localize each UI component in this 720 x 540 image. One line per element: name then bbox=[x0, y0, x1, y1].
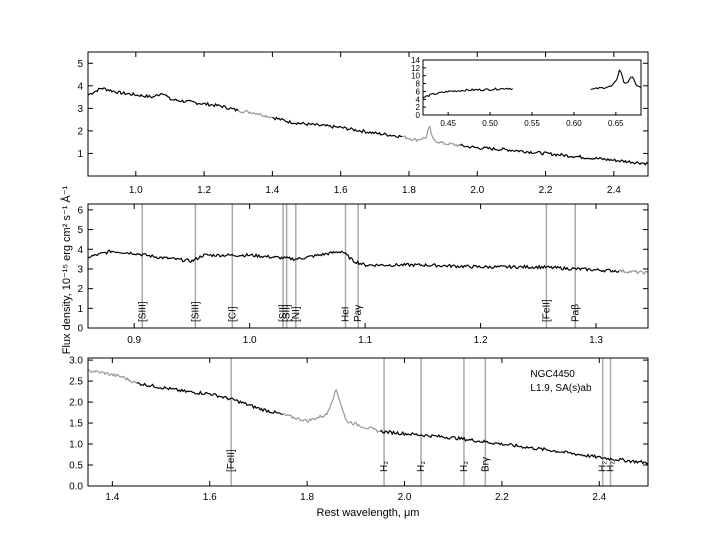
y-tick-label: 0.5 bbox=[69, 461, 83, 472]
spectrum-series bbox=[282, 388, 381, 434]
inset-x-tick-label: 0.45 bbox=[440, 119, 456, 128]
x-tick-label: 1.8 bbox=[402, 185, 416, 196]
x-axis-label: Rest wavelength, μm bbox=[317, 507, 420, 519]
inset-y-tick-label: 14 bbox=[411, 56, 420, 65]
line-label: Brγ bbox=[480, 457, 491, 472]
spectrum-series bbox=[87, 249, 620, 273]
spectrum-series bbox=[459, 143, 649, 166]
inset-y-tick-label: 10 bbox=[411, 72, 420, 81]
y-tick-label: 4 bbox=[77, 245, 83, 256]
line-label: H₂ bbox=[459, 461, 470, 472]
line-label: [CI] bbox=[227, 306, 238, 322]
y-tick-label: 1 bbox=[77, 304, 83, 315]
spectrum-series bbox=[379, 429, 649, 465]
line-label: H₂ bbox=[416, 461, 427, 472]
inset-y-tick-label: 2 bbox=[416, 103, 421, 112]
x-tick-label: 1.2 bbox=[474, 335, 488, 346]
inset-x-tick-label: 0.60 bbox=[566, 119, 582, 128]
inset-series bbox=[590, 69, 642, 91]
spectrum-series bbox=[402, 125, 461, 148]
x-tick-label: 1.0 bbox=[129, 185, 143, 196]
spectrum-series bbox=[136, 382, 284, 416]
x-tick-label: 2.0 bbox=[470, 185, 484, 196]
x-tick-label: 1.6 bbox=[334, 185, 348, 196]
y-tick-label: 4 bbox=[77, 81, 83, 92]
y-tick-label: 3 bbox=[77, 264, 83, 275]
inset-x-tick-label: 0.65 bbox=[608, 119, 624, 128]
inset-x-tick-label: 0.50 bbox=[482, 119, 498, 128]
line-label: H₂ bbox=[606, 461, 617, 472]
x-tick-label: 1.6 bbox=[203, 492, 217, 503]
inset-y-tick-label: 4 bbox=[416, 95, 421, 104]
annotation-label: NGC4450 bbox=[530, 369, 575, 380]
x-tick-label: 2.2 bbox=[539, 185, 553, 196]
y-tick-label: 2.0 bbox=[69, 398, 83, 409]
y-tick-label: 0.0 bbox=[69, 482, 83, 493]
annotation-label: L1.9, SA(s)ab bbox=[530, 383, 592, 394]
x-tick-label: 1.2 bbox=[197, 185, 211, 196]
x-tick-label: 2.2 bbox=[495, 492, 509, 503]
line-label: [SII] bbox=[278, 304, 289, 322]
line-label: H₂ bbox=[379, 461, 390, 472]
y-tick-label: 1.0 bbox=[69, 440, 83, 451]
line-label: H₂ bbox=[598, 461, 609, 472]
x-tick-label: 1.4 bbox=[105, 492, 119, 503]
line-label: [SII] bbox=[282, 304, 293, 322]
line-label: [NI] bbox=[291, 306, 302, 322]
y-axis-label: Flux density, 10⁻¹⁵ erg cm² s⁻¹ Å⁻¹ bbox=[60, 185, 73, 354]
inset-series bbox=[422, 87, 513, 99]
line-label: Paβ bbox=[570, 304, 581, 322]
y-tick-label: 2 bbox=[77, 126, 83, 137]
inset-x-tick-label: 0.55 bbox=[524, 119, 540, 128]
y-tick-label: 1.5 bbox=[69, 419, 83, 430]
y-tick-label: 2.5 bbox=[69, 377, 83, 388]
plot-frame bbox=[87, 203, 649, 329]
x-tick-label: 0.9 bbox=[127, 335, 141, 346]
inset-y-tick-label: 12 bbox=[411, 64, 420, 73]
spectrum-series bbox=[87, 369, 138, 384]
y-tick-label: 6 bbox=[77, 205, 83, 216]
spectrum-series bbox=[618, 268, 649, 276]
spectrum-series bbox=[237, 109, 273, 119]
plot-frame bbox=[87, 51, 649, 177]
y-tick-label: 0 bbox=[77, 324, 83, 335]
x-tick-label: 2.0 bbox=[398, 492, 412, 503]
y-tick-label: 2 bbox=[77, 284, 83, 295]
spectrum-series bbox=[87, 87, 239, 112]
panel-middle: [SIII] [SIII] [CI] [SII][SII][NI] HeI Paγ [FeI… bbox=[77, 203, 649, 346]
spectrum-series bbox=[272, 116, 403, 139]
line-label: HeI bbox=[340, 306, 351, 322]
x-tick-label: 2.4 bbox=[592, 492, 606, 503]
line-label: [FeII] bbox=[226, 449, 237, 472]
inset-y-tick-label: 6 bbox=[416, 87, 421, 96]
line-label: [SIII] bbox=[190, 301, 201, 322]
x-tick-label: 1.3 bbox=[589, 335, 603, 346]
y-tick-label: 5 bbox=[77, 225, 83, 236]
plot-frame bbox=[87, 357, 649, 487]
x-tick-label: 1.0 bbox=[243, 335, 257, 346]
inset-y-tick-label: 0 bbox=[416, 111, 421, 120]
line-label: Paγ bbox=[353, 305, 364, 322]
line-label: [SIII] bbox=[137, 301, 148, 322]
y-tick-label: 3 bbox=[77, 104, 83, 115]
x-tick-label: 2.4 bbox=[607, 185, 621, 196]
y-tick-label: 5 bbox=[77, 59, 83, 70]
x-tick-label: 1.4 bbox=[265, 185, 279, 196]
inset-y-tick-label: 8 bbox=[416, 80, 421, 89]
y-tick-label: 3.0 bbox=[69, 356, 83, 367]
line-label: [FeII] bbox=[541, 299, 552, 322]
y-tick-label: 1 bbox=[77, 149, 83, 160]
inset-frame bbox=[422, 59, 642, 116]
x-tick-label: 1.1 bbox=[358, 335, 372, 346]
x-tick-label: 1.8 bbox=[300, 492, 314, 503]
